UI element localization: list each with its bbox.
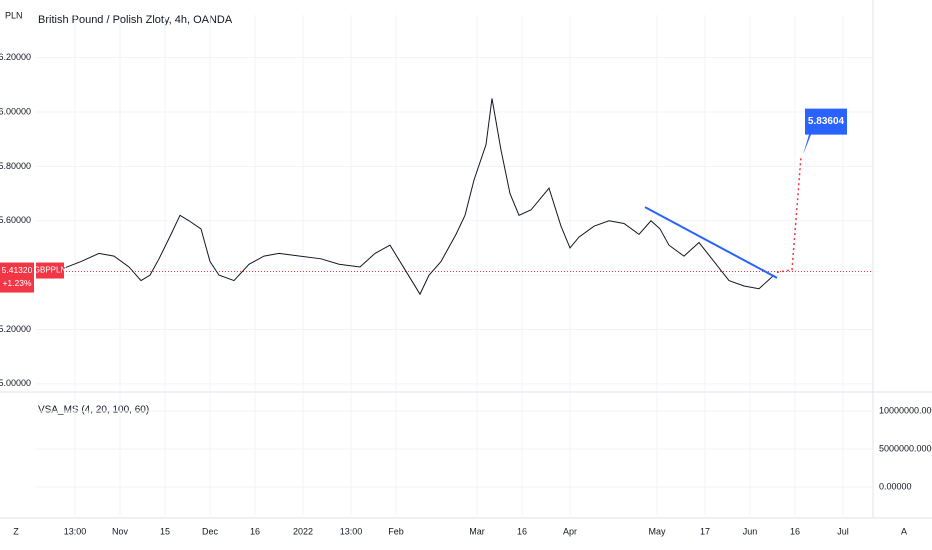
trendline <box>644 206 778 279</box>
price-tag <box>0 262 34 293</box>
indicator-label: VSA_MS (4, 20, 100, 60) <box>38 405 149 416</box>
x-tick-label: 2022 <box>293 526 313 536</box>
target-callout <box>803 108 847 155</box>
y-tick-label: 5.20000 <box>0 324 31 334</box>
y-tick-label: 5.80000 <box>0 161 31 171</box>
y-tick-label: 5.00000 <box>0 378 31 388</box>
x-tick-label: Mar <box>469 526 485 536</box>
symbol-tag <box>36 262 64 279</box>
currency: PLN <box>5 10 23 20</box>
x-tick-label: 15 <box>160 526 170 536</box>
x-tick-label: Dec <box>202 526 219 536</box>
symbol-label: GBPPLN <box>34 266 67 275</box>
x-tick-label: 17 <box>700 526 710 536</box>
corner-right[interactable]: A <box>901 526 907 536</box>
last-price-label: 5.41320 <box>2 265 33 275</box>
x-tick-label: Jul <box>837 526 849 536</box>
x-tick-label: 16 <box>517 526 527 536</box>
chart-title: British Pound / Polish Zloty, 4h, OANDA <box>38 14 233 26</box>
y-tick-label: 6.20000 <box>0 52 31 62</box>
x-tick-label: May <box>648 526 666 536</box>
x-tick-label: 16 <box>790 526 800 536</box>
x-tick-label: 13:00 <box>64 526 87 536</box>
change-label: +1.23% <box>2 278 32 288</box>
y2-tick-label: 10000000.00000 <box>879 406 932 416</box>
price-line <box>38 98 775 296</box>
y-tick-label: 6.00000 <box>0 106 31 116</box>
x-tick-label: Nov <box>112 526 129 536</box>
target-label: 5.83604 <box>808 116 845 127</box>
projection <box>776 156 802 274</box>
x-tick-label: 13:00 <box>340 526 363 536</box>
x-tick-label: Jun <box>743 526 758 536</box>
y2-tick-label: 5000000.00000 <box>879 443 932 453</box>
x-tick-label: 16 <box>250 526 260 536</box>
y-tick-label: 5.60000 <box>0 215 31 225</box>
x-tick-label: Feb <box>388 526 404 536</box>
x-tick-label: Apr <box>563 526 577 536</box>
y2-tick-label: 0.00000 <box>879 481 912 491</box>
corner-left[interactable]: Z <box>13 526 19 536</box>
